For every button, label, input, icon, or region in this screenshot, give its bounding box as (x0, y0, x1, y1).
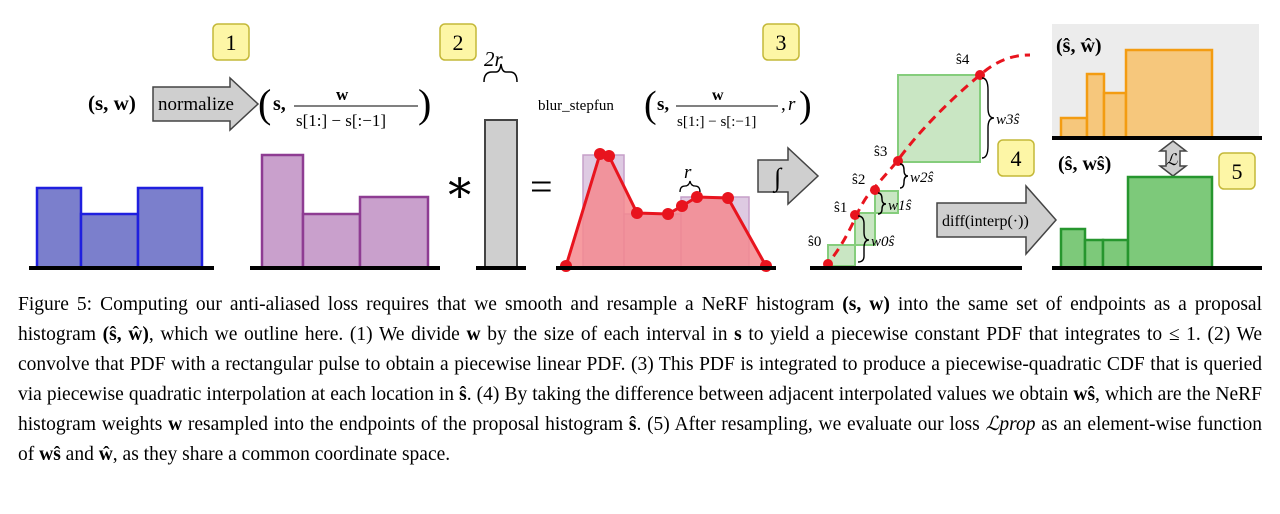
integral-arrow: ∫ (757, 146, 820, 206)
svg-text:s[1:] − s[:−1]: s[1:] − s[:−1] (296, 111, 386, 130)
step-badge-2-label: 2 (453, 30, 464, 55)
step-badge-5: 5 (1218, 152, 1256, 190)
cdf-s-label-0: ŝ0 (808, 234, 821, 250)
svg-text:(: ( (644, 84, 657, 126)
r-label: r (684, 162, 692, 183)
diff-arrow: diff(interp(·)) (936, 184, 1058, 256)
svg-text:,: , (781, 94, 786, 115)
cdf-s-label-1: ŝ1 (834, 200, 847, 216)
svg-text:w: w (712, 87, 724, 104)
svg-text:r: r (788, 94, 796, 115)
nerf-bin-2 (136, 186, 204, 270)
step-badge-3: 3 (762, 23, 800, 61)
step-badge-1-label: 1 (226, 30, 237, 55)
cdf-w-label-3: w3ŝ (996, 112, 1020, 128)
cdf-s-label-2: ŝ2 (852, 172, 865, 188)
nerf-histogram (29, 186, 214, 270)
step-badge-5-label: 5 (1232, 159, 1243, 184)
step-badge-1: 1 (212, 23, 250, 61)
loss-connector: ℒ (1157, 140, 1189, 177)
cdf-plot: ŝ0 ŝ1 ŝ2 ŝ3 ŝ4 w0ŝ w1ŝ w2ŝ w3ŝ (808, 52, 1031, 270)
pdf-histogram (250, 153, 440, 270)
cdf-s-label-4: ŝ4 (956, 52, 970, 68)
svg-text:s,: s, (657, 94, 669, 115)
step-badge-2: 2 (439, 23, 477, 61)
svg-text:s[1:] − s[:−1]: s[1:] − s[:−1] (677, 114, 756, 130)
normalize-arrow: normalize (152, 76, 260, 132)
box-kernel: 2r (476, 47, 526, 270)
svg-text:): ) (799, 84, 812, 126)
svg-text:(: ( (258, 81, 271, 126)
loss-symbol: ℒ (1166, 152, 1178, 169)
svg-text:s,: s, (273, 93, 286, 115)
convolve-symbol: ∗ (444, 161, 475, 212)
pdf-bin-1 (301, 212, 362, 270)
normalize-label: normalize (158, 94, 234, 115)
blur-formula: blur_stepfun ( s, w s[1:] − s[:−1] , r ) (538, 84, 812, 130)
figure: 1 2 3 4 5 (s, w) normalize ( s, w s[1:] … (29, 23, 1262, 272)
kernel-width-label: 2r (484, 47, 504, 71)
proposal-histogram: (ŝ, ŵ) (1052, 24, 1262, 140)
normalized-formula: ( s, w s[1:] − s[:−1] ) (258, 81, 431, 130)
cdf-s-label-3: ŝ3 (874, 144, 887, 160)
figure-caption: Figure 5: Computing our anti-aliased los… (18, 294, 1263, 465)
step-badge-4: 4 (997, 139, 1035, 177)
step-badge-4-label: 4 (1011, 146, 1022, 171)
resampled-histogram: (ŝ, wŝ) (1052, 153, 1262, 270)
step-badge-3-label: 3 (776, 30, 787, 55)
pdf-bin-0 (260, 153, 305, 270)
resampled-label: (ŝ, wŝ) (1058, 153, 1111, 175)
pdf-bin-2 (358, 195, 430, 270)
nerf-bin-0 (35, 186, 83, 270)
input-label: (s, w) (88, 91, 136, 115)
blur-fn-label: blur_stepfun (538, 98, 614, 114)
proposal-label: (ŝ, ŵ) (1056, 35, 1102, 57)
svg-text:w: w (336, 85, 349, 104)
integral-symbol: ∫ (772, 163, 783, 193)
cdf-w-label-2: w2ŝ (910, 170, 934, 186)
svg-text:): ) (418, 81, 431, 126)
blurred-pdf: r (556, 148, 776, 272)
cdf-w-label-1: w1ŝ (888, 198, 912, 214)
cdf-w-label-0: w0ŝ (871, 234, 895, 250)
diff-label: diff(interp(·)) (942, 213, 1029, 230)
equals-symbol: = (530, 164, 553, 209)
nerf-bin-1 (79, 212, 140, 270)
